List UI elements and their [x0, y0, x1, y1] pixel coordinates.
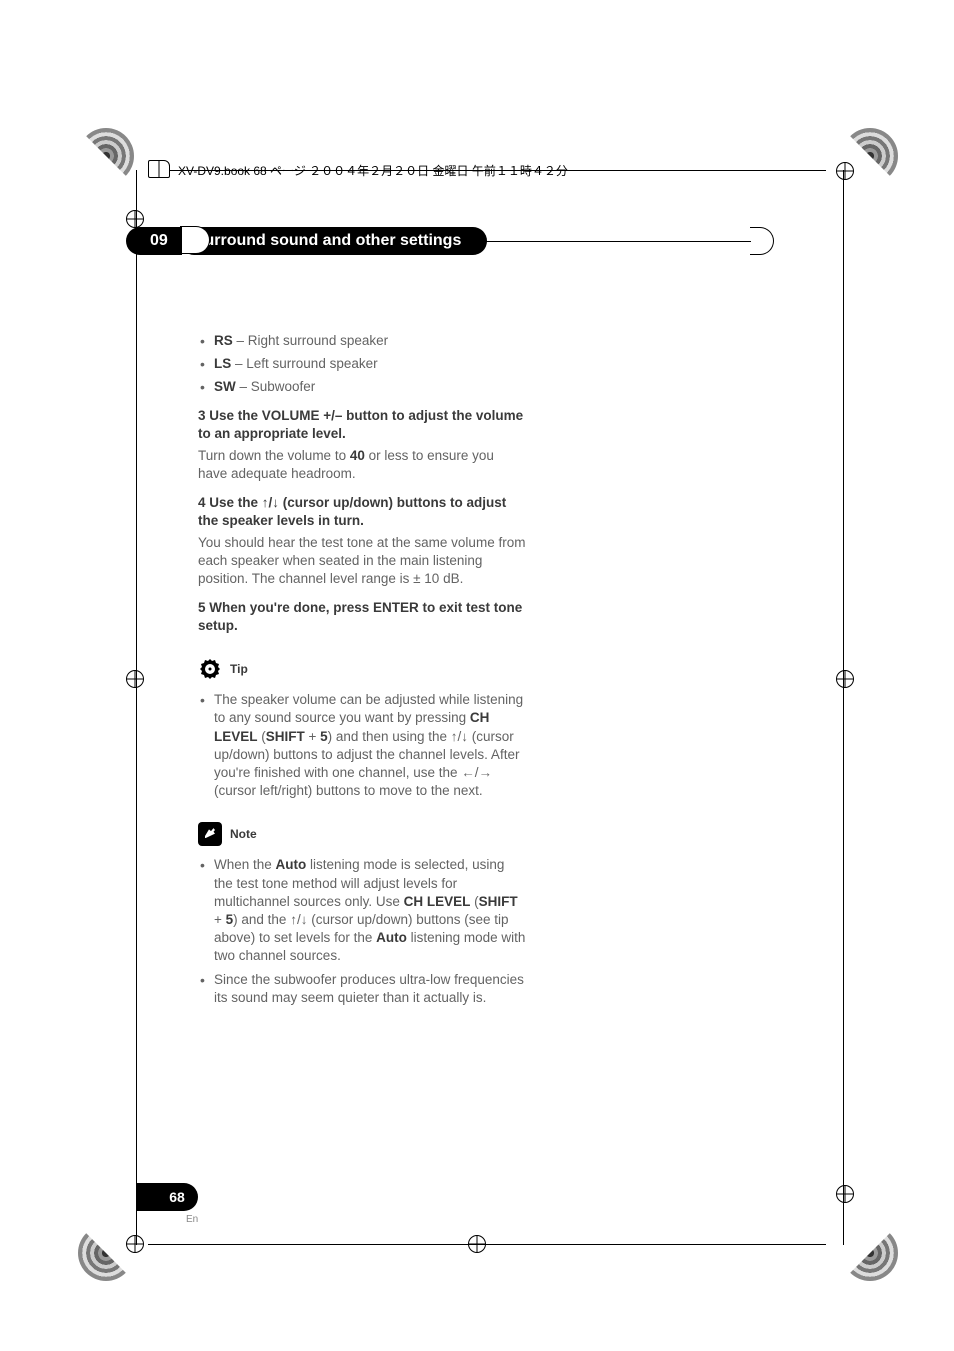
title-bracket: [180, 226, 210, 254]
list-item: The speaker volume can be adjusted while…: [198, 691, 526, 800]
text-bold: 5: [320, 729, 328, 744]
list-item: When the Auto listening mode is selected…: [198, 856, 526, 965]
speaker-code: RS: [214, 333, 233, 348]
chapter-number: 09: [126, 227, 182, 255]
note-list: When the Auto listening mode is selected…: [198, 856, 526, 1007]
step-4-heading: 4 Use the ↑/↓ (cursor up/down) buttons t…: [198, 494, 526, 530]
registration-mark: [836, 1185, 854, 1203]
step-5-heading: 5 When you're done, press ENTER to exit …: [198, 599, 526, 635]
step-4-body: You should hear the test tone at the sam…: [198, 534, 526, 589]
arrow-up-icon: ↑: [290, 912, 297, 927]
list-item: SW – Subwoofer: [198, 378, 526, 396]
list-item: RS – Right surround speaker: [198, 332, 526, 350]
tip-label: Tip: [230, 661, 248, 677]
arrow-up-icon: ↑: [451, 729, 458, 744]
note-label: Note: [230, 826, 257, 842]
text-bold: SHIFT: [266, 729, 305, 744]
crop-swirl-tl: [78, 128, 134, 184]
title-rule: [481, 241, 751, 242]
text-run: ) and then using the: [328, 729, 451, 744]
crop-frame-line: [843, 170, 844, 1245]
list-item: LS – Left surround speaker: [198, 355, 526, 373]
text-run: +: [305, 729, 320, 744]
speaker-code: SW: [214, 379, 236, 394]
text-run: (cursor left/right) buttons to move to t…: [214, 783, 483, 798]
tip-list: The speaker volume can be adjusted while…: [198, 691, 526, 800]
page-language: En: [186, 1214, 198, 1225]
pencil-icon: [198, 822, 222, 846]
crop-filename-text: XV-DV9.book 68 ページ ２００４年２月２０日 金曜日 午前１１時４…: [178, 162, 568, 179]
book-icon: [148, 160, 170, 178]
text-bold: 40: [350, 448, 365, 463]
text-bold: Auto: [376, 930, 407, 945]
tip-header: Tip: [198, 657, 526, 681]
chapter-title-bar: 09 Surround sound and other settings: [126, 226, 774, 256]
speaker-code: LS: [214, 356, 231, 371]
text-bold: SHIFT: [479, 894, 518, 909]
step-3-heading: 3 Use the VOLUME +/– button to adjust th…: [198, 407, 526, 443]
text-run: Turn down the volume to: [198, 448, 350, 463]
arrow-right-icon: →: [479, 765, 493, 780]
text-run: ) and the: [233, 912, 290, 927]
registration-mark: [836, 162, 854, 180]
arrow-up-icon: ↑: [262, 495, 269, 510]
registration-mark: [836, 670, 854, 688]
speaker-desc: – Left surround speaker: [231, 356, 377, 371]
registration-mark: [126, 670, 144, 688]
step-3-body: Turn down the volume to 40 or less to en…: [198, 447, 526, 483]
speaker-list: RS – Right surround speaker LS – Left su…: [198, 332, 526, 397]
text-run: +: [214, 912, 226, 927]
text-run: (: [470, 894, 478, 909]
text-run: When the: [214, 857, 276, 872]
text-bold: CH LEVEL: [404, 894, 471, 909]
text-run: (: [258, 729, 266, 744]
speaker-desc: – Right surround speaker: [233, 333, 388, 348]
crop-swirl-br: [842, 1225, 898, 1281]
gear-icon: [198, 657, 222, 681]
arrow-left-icon: ←: [461, 765, 475, 780]
speaker-desc: – Subwoofer: [236, 379, 316, 394]
text-bold: Auto: [276, 857, 307, 872]
crop-frame-line: [136, 170, 137, 1245]
registration-mark: [126, 1235, 144, 1253]
crop-frame-line: [148, 1244, 826, 1245]
body-column: RS – Right surround speaker LS – Left su…: [198, 332, 526, 1017]
note-header: Note: [198, 822, 526, 846]
crop-swirl-bl: [78, 1225, 134, 1281]
list-item: Since the subwoofer produces ultra-low f…: [198, 971, 526, 1007]
page-number-badge: 68: [136, 1183, 198, 1211]
text-run: 4 Use the: [198, 495, 262, 510]
chapter-title: Surround sound and other settings: [180, 227, 488, 255]
title-cap: [750, 227, 774, 255]
